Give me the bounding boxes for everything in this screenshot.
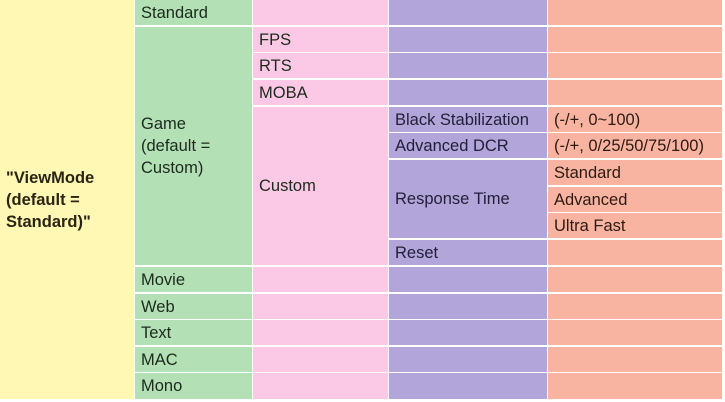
root-label: "ViewMode (default = Standard)"	[6, 168, 95, 231]
c4-empty-7	[389, 320, 547, 345]
c5-empty-3	[548, 53, 722, 78]
response-time-label: Response Time	[395, 190, 510, 208]
setting-advanced-dcr[interactable]: Advanced DCR	[389, 133, 547, 158]
mode-mono[interactable]: Mono	[135, 373, 252, 399]
game-custom-label: Custom	[259, 177, 316, 195]
black-stabilization-label: Black Stabilization	[395, 110, 529, 129]
rt-standard-label: Standard	[554, 163, 621, 182]
mode-mac[interactable]: MAC	[135, 347, 252, 372]
c5-empty-1	[548, 0, 722, 25]
c4-empty-6	[389, 294, 547, 319]
c3-empty-movie	[253, 267, 388, 292]
c4-empty-2	[389, 27, 547, 52]
c3-empty-mac	[253, 347, 388, 372]
root-viewmode: "ViewMode (default = Standard)"	[0, 0, 134, 399]
c3-empty-mono	[253, 373, 388, 399]
mode-web-label: Web	[141, 297, 175, 316]
value-advanced-dcr: (-/+, 0/25/50/75/100)	[548, 133, 722, 158]
c3-empty-standard	[253, 0, 388, 25]
c5-empty-9	[548, 347, 722, 372]
mode-text[interactable]: Text	[135, 320, 252, 345]
c5-empty-6	[548, 267, 722, 292]
advanced-dcr-range: (-/+, 0/25/50/75/100)	[554, 136, 704, 155]
c4-empty-5	[389, 267, 547, 292]
advanced-dcr-label: Advanced DCR	[395, 136, 509, 155]
mode-game-label: Game (default = Custom)	[141, 115, 211, 177]
c5-empty-2	[548, 27, 722, 52]
rt-ultra-fast-label: Ultra Fast	[554, 216, 626, 235]
rt-option-ultra-fast[interactable]: Ultra Fast	[548, 213, 722, 238]
rt-advanced-label: Advanced	[554, 190, 628, 209]
mode-web[interactable]: Web	[135, 294, 252, 319]
mode-standard-label: Standard	[141, 3, 208, 22]
c5-empty-7	[548, 294, 722, 319]
c3-empty-web	[253, 294, 388, 319]
c4-empty-9	[389, 373, 547, 399]
mode-text-label: Text	[141, 323, 172, 342]
game-moba[interactable]: MOBA	[253, 80, 388, 105]
c5-empty-4	[548, 80, 722, 105]
c4-empty-1	[389, 0, 547, 25]
c5-empty-5	[548, 240, 722, 265]
rt-option-standard[interactable]: Standard	[548, 160, 722, 185]
mode-mac-label: MAC	[141, 350, 178, 369]
c4-empty-4	[389, 80, 547, 105]
black-stabilization-range: (-/+, 0~100)	[554, 110, 641, 129]
game-fps-label: FPS	[259, 30, 292, 49]
mode-mono-label: Mono	[141, 377, 183, 395]
mode-standard[interactable]: Standard	[135, 0, 252, 25]
setting-response-time[interactable]: Response Time	[389, 160, 547, 238]
c4-empty-3	[389, 53, 547, 78]
c5-empty-10	[548, 373, 722, 399]
game-custom[interactable]: Custom	[253, 107, 388, 265]
mode-game[interactable]: Game (default = Custom)	[135, 27, 252, 265]
reset-label: Reset	[395, 243, 439, 262]
c3-empty-text	[253, 320, 388, 345]
setting-reset[interactable]: Reset	[389, 240, 547, 265]
game-fps[interactable]: FPS	[253, 27, 388, 52]
rt-option-advanced[interactable]: Advanced	[548, 187, 722, 212]
game-rts[interactable]: RTS	[253, 53, 388, 78]
value-black-stabilization: (-/+, 0~100)	[548, 107, 722, 132]
game-moba-label: MOBA	[259, 83, 308, 102]
c4-empty-8	[389, 347, 547, 372]
c5-empty-8	[548, 320, 722, 345]
mode-movie-label: Movie	[141, 270, 186, 289]
game-rts-label: RTS	[259, 56, 292, 75]
mode-movie[interactable]: Movie	[135, 267, 252, 292]
setting-black-stabilization[interactable]: Black Stabilization	[389, 107, 547, 132]
